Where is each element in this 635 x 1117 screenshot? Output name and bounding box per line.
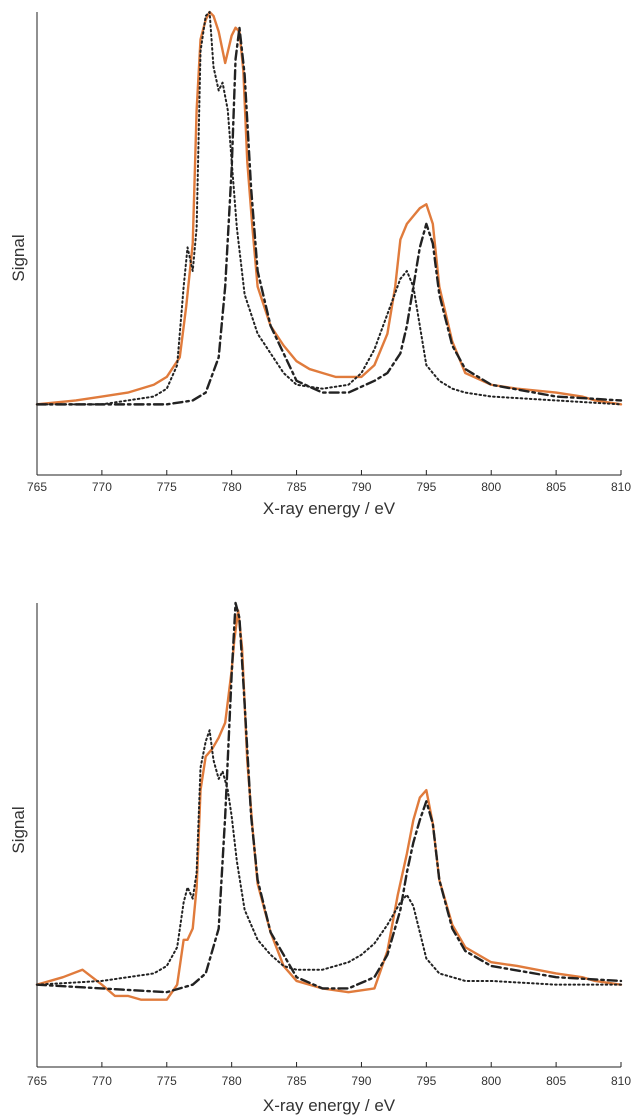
x-tick-label: 765 — [27, 1074, 47, 1088]
x-tick-label: 775 — [157, 1074, 177, 1088]
x-tick-label: 775 — [157, 480, 177, 494]
x-tick-label: 790 — [351, 480, 371, 494]
series-line-dashdot — [35, 26, 623, 406]
top-chart-panel: 765 770 775 780 785 790 795 800 805 810 X-ray ener… — [9, 10, 631, 518]
x-tick-label: 785 — [287, 480, 307, 494]
x-tick-label: 795 — [416, 480, 436, 494]
x-tick-label: 810 — [611, 1074, 631, 1088]
x-tick-label: 770 — [92, 1074, 112, 1088]
x-tick-label: 770 — [92, 480, 112, 494]
x-tick-label: 810 — [611, 480, 631, 494]
x-tick-label: 780 — [222, 1074, 242, 1088]
y-axis-label: Signal — [9, 234, 28, 281]
x-tick-label: 780 — [222, 480, 242, 494]
x-axis-label: X-ray energy / eV — [263, 1096, 396, 1115]
x-axis-label: X-ray energy / eV — [263, 499, 396, 518]
x-tick-label: 805 — [546, 480, 566, 494]
x-tick-label: 785 — [287, 1074, 307, 1088]
x-tick-label: 800 — [481, 1074, 501, 1088]
x-tick-label: 790 — [351, 1074, 371, 1088]
series-line-solid — [35, 609, 623, 1001]
series-line-dotted — [36, 11, 622, 406]
y-axis-label: Signal — [9, 806, 28, 853]
bottom-chart-panel: 765 770 775 780 785 790 795 800 805 810 X-ray ener… — [9, 601, 631, 1115]
x-tick-label: 805 — [546, 1074, 566, 1088]
series-line-solid — [35, 10, 623, 406]
series-line-dotted — [36, 729, 622, 986]
x-tick-label: 765 — [27, 480, 47, 494]
x-tick-label: 800 — [481, 480, 501, 494]
series-line-dashdot — [35, 601, 623, 994]
x-tick-label: 795 — [416, 1074, 436, 1088]
